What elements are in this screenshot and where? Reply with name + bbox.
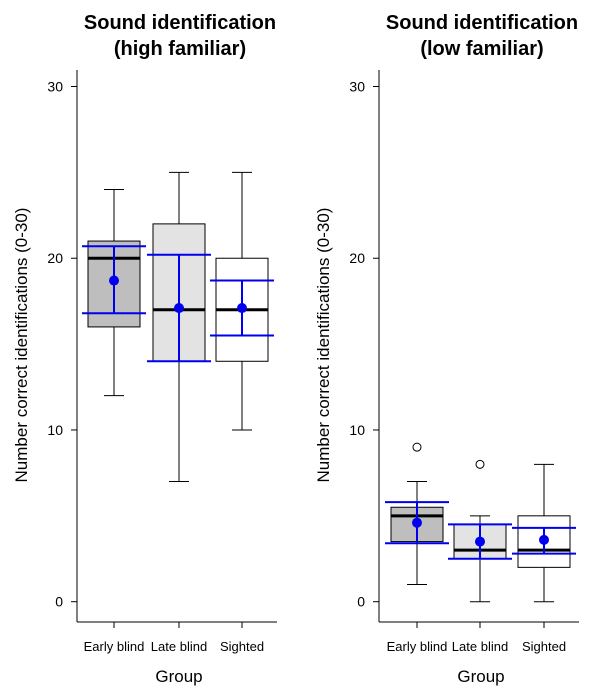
mean-point: [174, 303, 184, 313]
x-tick-label: Sighted: [522, 639, 566, 654]
box-late-blind: [448, 460, 512, 601]
x-tick-label: Late blind: [452, 639, 508, 654]
outlier-point: [476, 460, 484, 468]
y-tick-label: 10: [47, 422, 63, 438]
box-sighted: [210, 172, 274, 430]
y-tick-label: 30: [349, 79, 365, 95]
y-tick-label: 10: [349, 422, 365, 438]
y-axis-label: Number correct identifications (0-30): [314, 208, 333, 483]
chart-panel-1: Sound identification (high familiar) 0 10 20…: [12, 12, 277, 686]
y-axis-label: Number correct identifications (0-30): [12, 208, 31, 483]
y-tick-label: 0: [55, 594, 63, 610]
x-axis-label: Group: [457, 667, 504, 686]
chart-title-line-2: (high familiar): [114, 38, 246, 60]
x-tick-label: Early blind: [84, 639, 145, 654]
y-tick-label: 20: [349, 250, 365, 266]
chart-title-line-1: Sound identification: [386, 12, 578, 34]
x-tick-label: Late blind: [151, 639, 207, 654]
outlier-point: [413, 443, 421, 451]
chart-panel-2: Sound identification (low familiar) 0 10 20 3…: [314, 12, 579, 686]
mean-point: [109, 276, 119, 286]
mean-point: [475, 537, 485, 547]
x-axis-label: Group: [155, 667, 202, 686]
x-tick-label: Early blind: [387, 639, 448, 654]
y-tick-label: 20: [47, 250, 63, 266]
mean-point: [237, 303, 247, 313]
mean-point: [539, 535, 549, 545]
y-tick-label: 0: [357, 594, 365, 610]
box-early-blind: [385, 443, 449, 584]
box-early-blind: [82, 190, 146, 396]
x-tick-label: Sighted: [220, 639, 264, 654]
chart-title-line-2: (low familiar): [420, 38, 543, 60]
box-sighted: [512, 464, 576, 601]
y-tick-label: 30: [47, 79, 63, 95]
mean-point: [412, 518, 422, 528]
box-late-blind: [147, 172, 211, 481]
chart-title-line-1: Sound identification: [84, 12, 276, 34]
